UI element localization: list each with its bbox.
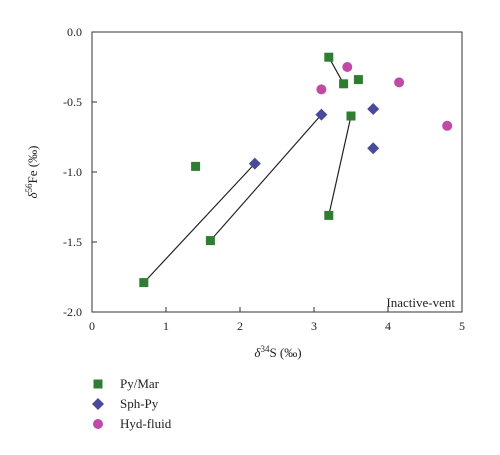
hyd-fluid-point (342, 62, 353, 72)
y-tick-label: 0.0 (67, 25, 82, 39)
py-mar-point (191, 161, 201, 171)
py-mar-point (139, 278, 149, 288)
py-mar-point (353, 75, 363, 85)
legend-marker-py-mar (93, 379, 103, 389)
sph-py-point (367, 103, 380, 115)
x-axis-label: δ34S (‰) (254, 344, 301, 360)
y-tick-label: -1.0 (63, 165, 82, 179)
legend-item-hyd-fluid: Hyd-fluid (88, 414, 171, 434)
x-tick-label: 5 (459, 319, 465, 333)
hyd-fluid-point (442, 120, 453, 131)
py-mar-point (339, 79, 349, 89)
data-markers (139, 52, 453, 288)
tie-line (143, 163, 256, 284)
legend-swatch-py-mar (93, 379, 103, 389)
sph-py-point (367, 142, 380, 155)
y-axis-label: δ56Fe (‰) (24, 146, 40, 199)
legend-marker-sph-py (92, 398, 104, 410)
x-tick-label: 0 (89, 319, 95, 333)
axes (91, 31, 463, 313)
x-tick-label: 4 (385, 319, 391, 333)
legend-label: Hyd-fluid (120, 416, 172, 431)
inactive-vent-annotation: Inactive-vent (386, 295, 455, 310)
legend-item-sph-py: Sph-Py (88, 394, 171, 414)
legend-swatch-hyd-fluid (93, 419, 103, 429)
x-tick-label: 2 (237, 319, 243, 333)
y-tick-label: -0.5 (63, 95, 82, 109)
tie-line (328, 115, 352, 216)
py-mar-point (205, 236, 215, 246)
py-mar-point (346, 111, 356, 121)
x-tick-label: 3 (311, 319, 317, 333)
y-tick-label: -2.0 (63, 305, 82, 319)
tick-labels: 0 1 2 3 4 5 0.0 -0.5 -1.0 -1.5 -2.0 (63, 25, 465, 333)
hyd-fluid-point (316, 84, 327, 95)
legend: Py/Mar Sph-Py Hyd-fluid (88, 374, 171, 434)
legend-label: Py/Mar (120, 376, 159, 391)
py-mar-point (324, 52, 334, 62)
sph-py-point (315, 108, 328, 121)
plot-frame (91, 31, 463, 313)
legend-label: Sph-Py (120, 396, 159, 411)
tie-line (209, 114, 322, 241)
legend-swatch-sph-py (92, 398, 104, 410)
x-tick-label: 1 (163, 319, 169, 333)
legend-marker-hyd-fluid (93, 419, 103, 429)
hyd-fluid-point (394, 77, 405, 88)
sph-py-point (248, 157, 261, 170)
legend-item-py-mar: Py/Mar (88, 374, 171, 394)
py-mar-point (324, 210, 334, 220)
y-tick-label: -1.5 (63, 235, 82, 249)
